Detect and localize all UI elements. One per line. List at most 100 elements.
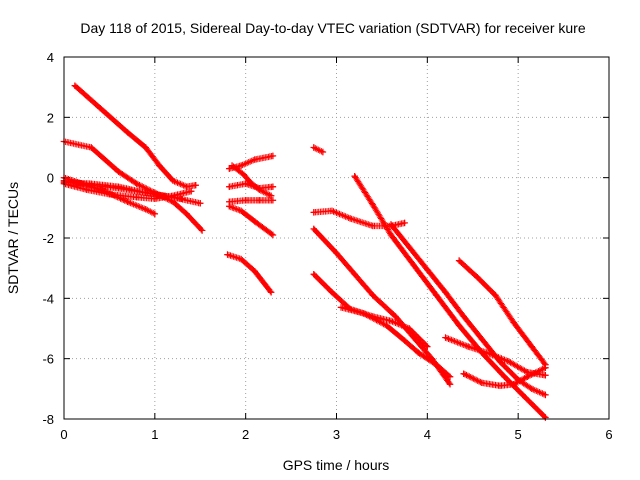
data-point (474, 274, 481, 281)
data-point (242, 197, 249, 204)
data-point (392, 313, 399, 320)
y-tick-label: 0 (47, 171, 54, 186)
data-point (247, 178, 254, 186)
data-point (446, 373, 454, 380)
y-tick-label: 4 (47, 50, 54, 65)
x-tick-label: 6 (605, 427, 612, 442)
data-point (88, 144, 95, 151)
data-point (310, 225, 317, 233)
data-point (310, 144, 317, 151)
data-point (151, 210, 159, 218)
data-point (183, 183, 190, 190)
data-point (133, 194, 140, 201)
series-marker-path (71, 82, 199, 190)
data-point (269, 183, 277, 190)
data-point (487, 350, 495, 358)
data-point (269, 231, 277, 239)
series-arc-7 (226, 152, 277, 172)
data-point (142, 206, 149, 213)
data-point (433, 292, 440, 299)
data-point (401, 337, 408, 344)
data-point (242, 180, 249, 187)
data-point (178, 195, 186, 202)
series-arc-22 (460, 364, 549, 390)
data-point (433, 361, 440, 368)
data-point (519, 391, 526, 399)
data-point (510, 319, 517, 326)
data-point (197, 200, 204, 207)
data-point (328, 289, 336, 296)
data-point (267, 192, 275, 199)
data-point (310, 271, 317, 278)
data-point (387, 231, 395, 239)
data-point (256, 197, 263, 204)
data-point (71, 82, 79, 89)
series-arc-18 (351, 172, 549, 421)
x-tick-label: 1 (151, 427, 158, 442)
data-point (369, 201, 377, 209)
data-point (478, 335, 486, 343)
x-tick-label: 5 (515, 427, 522, 442)
series-arc-9 (226, 197, 277, 205)
grid (64, 57, 609, 419)
data-point (510, 381, 517, 388)
data-point (424, 343, 431, 350)
data-point (224, 251, 231, 258)
data-point (337, 304, 345, 311)
series-arc-1 (71, 82, 199, 190)
data-point (415, 349, 422, 356)
data-point (251, 267, 258, 275)
data-point (88, 180, 95, 187)
series-arc-20 (455, 257, 549, 368)
data-point (351, 172, 358, 180)
y-tick-label: 2 (47, 110, 54, 125)
plot-frame (63, 56, 610, 420)
x-tick-label: 2 (242, 427, 249, 442)
data-point (198, 227, 206, 234)
data-point (256, 186, 263, 193)
data-point (460, 370, 467, 377)
series-marker-path (226, 197, 277, 205)
data-point (237, 162, 245, 169)
data-point (383, 322, 390, 329)
series-arc-11 (228, 162, 275, 199)
data-point (115, 183, 122, 190)
data-point (226, 183, 233, 190)
data-point (133, 180, 140, 187)
data-point (505, 358, 513, 365)
data-point (267, 289, 275, 296)
data-point (442, 289, 449, 296)
data-point (251, 156, 258, 163)
x-tick-label: 0 (60, 427, 67, 442)
data-point (455, 257, 463, 264)
data-point (501, 373, 508, 380)
chart-title: Day 118 of 2015, Sidereal Day-to-day VTE… (80, 20, 585, 36)
y-tick-label: -4 (42, 291, 54, 306)
data-point (542, 372, 549, 379)
data-point (455, 322, 463, 329)
series-arc-17 (337, 304, 454, 380)
data-point (446, 381, 454, 388)
data-point (465, 343, 472, 350)
data-point (351, 271, 358, 278)
series-marker-path (310, 144, 327, 156)
data-point (528, 343, 535, 350)
series-marker-path (455, 257, 549, 368)
series-arc-13 (310, 144, 327, 156)
data-point (228, 162, 236, 169)
data-point (360, 310, 367, 317)
series-marker-path (228, 162, 275, 199)
data-point (269, 197, 277, 204)
series-marker-path (224, 251, 275, 296)
data-point (387, 221, 395, 228)
data-point (142, 144, 149, 151)
data-point (401, 219, 408, 227)
y-tick-label: -8 (42, 412, 54, 427)
data-point (269, 152, 277, 160)
data-point (160, 192, 168, 199)
data-point (492, 292, 499, 299)
series-arc-10 (226, 203, 277, 239)
data-point (542, 391, 549, 399)
data-point (524, 373, 531, 380)
data-point (192, 182, 199, 189)
